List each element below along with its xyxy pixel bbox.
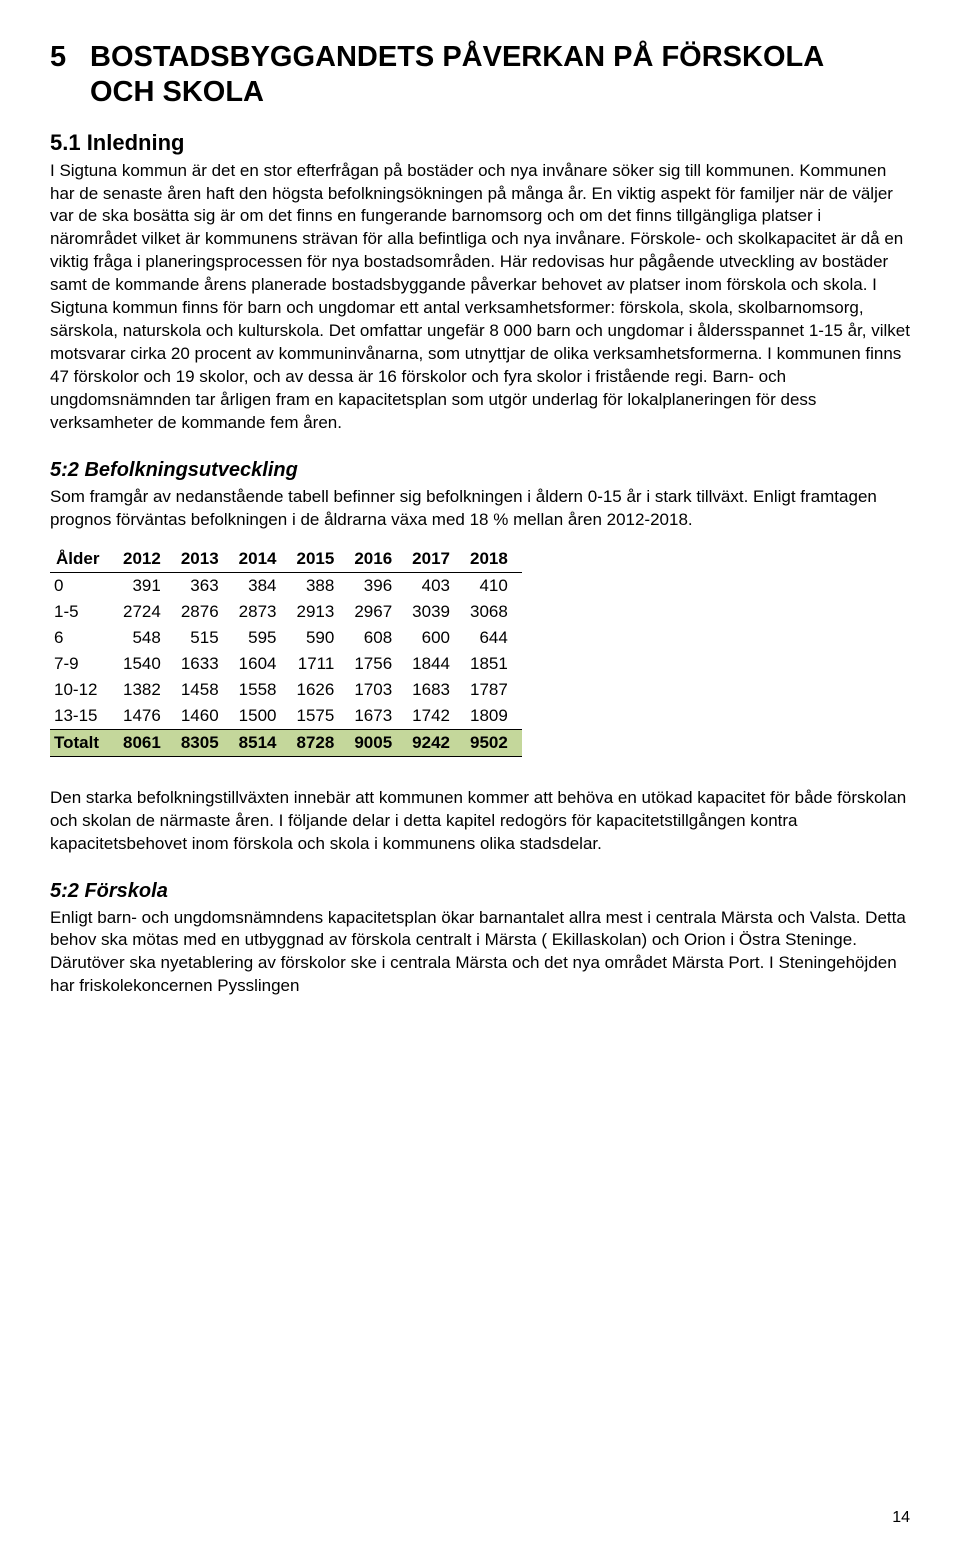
table-cell-value: 1742 xyxy=(406,703,464,730)
table-total-value: 9242 xyxy=(406,729,464,756)
table-body: 03913633843883964034101-5272428762873291… xyxy=(50,572,522,756)
table-cell-value: 1626 xyxy=(291,677,349,703)
table-cell-value: 410 xyxy=(464,572,522,599)
table-total-value: 8305 xyxy=(175,729,233,756)
table-col-year: 2012 xyxy=(117,546,175,573)
table-col-year: 2016 xyxy=(348,546,406,573)
table-cell-label: 6 xyxy=(50,625,117,651)
table-cell-value: 2913 xyxy=(291,599,349,625)
table-cell-value: 1683 xyxy=(406,677,464,703)
table-total-value: 9502 xyxy=(464,729,522,756)
table-cell-label: 13-15 xyxy=(50,703,117,730)
table-cell-label: 7-9 xyxy=(50,651,117,677)
table-row: 13-151476146015001575167317421809 xyxy=(50,703,522,730)
table-total-value: 9005 xyxy=(348,729,406,756)
chapter-title-line2: OCH SKOLA xyxy=(90,76,264,108)
table-total-value: 8514 xyxy=(233,729,291,756)
table-cell-value: 2724 xyxy=(117,599,175,625)
table-cell-value: 1711 xyxy=(291,651,349,677)
table-cell-value: 2873 xyxy=(233,599,291,625)
table-cell-value: 1633 xyxy=(175,651,233,677)
after-table-body: Den starka befolkningstillväxten innebär… xyxy=(50,787,910,856)
table-cell-value: 363 xyxy=(175,572,233,599)
table-col-label: Ålder xyxy=(50,546,117,573)
table-cell-value: 1500 xyxy=(233,703,291,730)
population-table: Ålder2012201320142015201620172018 039136… xyxy=(50,546,522,757)
table-cell-value: 1703 xyxy=(348,677,406,703)
table-cell-value: 1540 xyxy=(117,651,175,677)
chapter-title-line1: BOSTADSBYGGANDETS PÅVERKAN PÅ FÖRSKOLA xyxy=(90,41,824,73)
table-total-row: Totalt8061830585148728900592429502 xyxy=(50,729,522,756)
table-cell-value: 3039 xyxy=(406,599,464,625)
table-row: 10-121382145815581626170316831787 xyxy=(50,677,522,703)
table-cell-value: 644 xyxy=(464,625,522,651)
section-5-2a-heading: 5:2 Befolkningsutveckling xyxy=(50,459,910,482)
table-cell-value: 1851 xyxy=(464,651,522,677)
table-cell-label: 10-12 xyxy=(50,677,117,703)
table-total-value: 8061 xyxy=(117,729,175,756)
table-cell-value: 384 xyxy=(233,572,291,599)
section-5-1-body: I Sigtuna kommun är det en stor efterfrå… xyxy=(50,160,910,435)
section-5-2a-body: Som framgår av nedanstående tabell befin… xyxy=(50,486,910,532)
table-total-label: Totalt xyxy=(50,729,117,756)
table-cell-value: 1809 xyxy=(464,703,522,730)
chapter-number: 5 xyxy=(50,40,90,75)
table-cell-value: 1787 xyxy=(464,677,522,703)
table-col-year: 2015 xyxy=(291,546,349,573)
section-5-2b-body: Enligt barn- och ungdomsnämndens kapacit… xyxy=(50,907,910,999)
table-col-year: 2013 xyxy=(175,546,233,573)
table-cell-value: 2967 xyxy=(348,599,406,625)
table-row: 6548515595590608600644 xyxy=(50,625,522,651)
table-cell-label: 0 xyxy=(50,572,117,599)
table-cell-value: 403 xyxy=(406,572,464,599)
section-5-1-heading: 5.1 Inledning xyxy=(50,130,910,156)
table-cell-value: 608 xyxy=(348,625,406,651)
table-cell-value: 2876 xyxy=(175,599,233,625)
table-total-value: 8728 xyxy=(291,729,349,756)
table-cell-value: 1844 xyxy=(406,651,464,677)
table-cell-value: 515 xyxy=(175,625,233,651)
table-row: 0391363384388396403410 xyxy=(50,572,522,599)
table-cell-value: 1756 xyxy=(348,651,406,677)
table-cell-value: 1604 xyxy=(233,651,291,677)
table-cell-value: 1460 xyxy=(175,703,233,730)
table-row: 7-91540163316041711175618441851 xyxy=(50,651,522,677)
table-cell-value: 3068 xyxy=(464,599,522,625)
page-number: 14 xyxy=(892,1509,910,1527)
table-cell-value: 1558 xyxy=(233,677,291,703)
table-cell-value: 590 xyxy=(291,625,349,651)
table-cell-value: 391 xyxy=(117,572,175,599)
table-col-year: 2017 xyxy=(406,546,464,573)
table-cell-value: 396 xyxy=(348,572,406,599)
table-cell-value: 1673 xyxy=(348,703,406,730)
section-5-2b-heading: 5:2 Förskola xyxy=(50,880,910,903)
table-cell-value: 600 xyxy=(406,625,464,651)
table-cell-value: 388 xyxy=(291,572,349,599)
table-cell-label: 1-5 xyxy=(50,599,117,625)
table-row: 1-52724287628732913296730393068 xyxy=(50,599,522,625)
chapter-title: 5BOSTADSBYGGANDETS PÅVERKAN PÅ FÖRSKOLA … xyxy=(50,40,910,110)
document-page: 5BOSTADSBYGGANDETS PÅVERKAN PÅ FÖRSKOLA … xyxy=(0,0,960,1547)
table-col-year: 2018 xyxy=(464,546,522,573)
table-header-row: Ålder2012201320142015201620172018 xyxy=(50,546,522,573)
table-cell-value: 1458 xyxy=(175,677,233,703)
table-cell-value: 595 xyxy=(233,625,291,651)
table-cell-value: 1382 xyxy=(117,677,175,703)
table-cell-value: 1575 xyxy=(291,703,349,730)
table-col-year: 2014 xyxy=(233,546,291,573)
table-cell-value: 1476 xyxy=(117,703,175,730)
table-cell-value: 548 xyxy=(117,625,175,651)
